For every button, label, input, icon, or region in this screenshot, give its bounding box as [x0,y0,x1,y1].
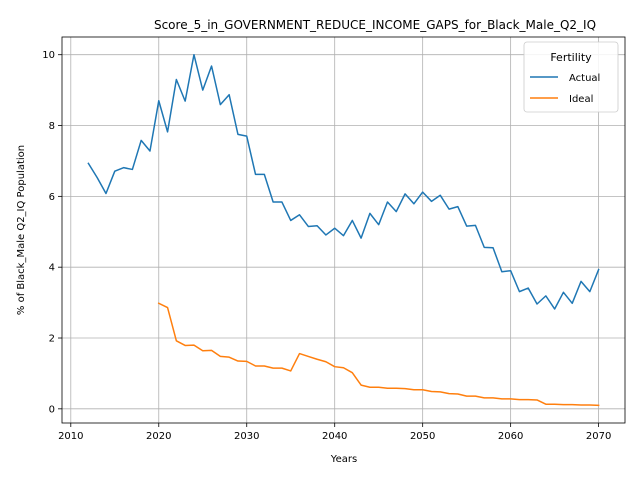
x-tick-label-5: 2060 [498,431,523,442]
y-tick-label-4: 8 [49,121,55,132]
y-tick-label-0: 0 [49,404,55,415]
series-line-ideal [159,303,599,405]
y-tick-label-2: 4 [49,263,55,274]
series-line-actual [88,55,598,309]
y-axis-label: % of Black_Male Q2_IQ Population [16,145,27,315]
y-tick-label-1: 2 [49,334,55,345]
x-tick-label-6: 2070 [586,431,611,442]
x-tick-label-4: 2050 [410,431,435,442]
x-tick-label-2: 2030 [234,431,259,442]
y-tick-label-5: 10 [42,50,55,61]
legend-label-actual: Actual [569,73,600,84]
chart-title: Score_5_in_GOVERNMENT_REDUCE_INCOME_GAPS… [154,18,596,32]
x-tick-label-1: 2020 [146,431,171,442]
legend: Fertility Actual Ideal [524,42,618,112]
x-axis-label: Years [330,454,357,465]
series-lines [88,55,598,406]
x-tick-label-0: 2010 [58,431,83,442]
legend-label-ideal: Ideal [569,94,593,105]
y-tick-label-3: 6 [49,192,55,203]
y-axis-ticks: 0 2 4 6 8 10 [42,50,62,415]
x-axis-ticks: 2010 2020 2030 2040 2050 2060 2070 [58,423,611,442]
x-tick-label-3: 2040 [322,431,347,442]
legend-title: Fertility [550,51,592,64]
